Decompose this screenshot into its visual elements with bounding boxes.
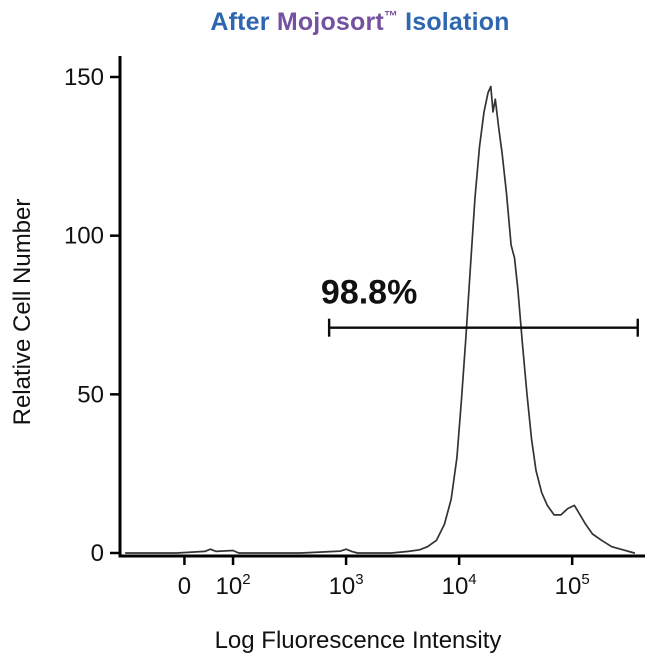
y-tick-label: 50 xyxy=(77,381,104,408)
x-tick-label: 0 xyxy=(178,573,191,600)
gate-label: 98.8% xyxy=(321,274,417,312)
y-tick-label: 100 xyxy=(64,223,104,250)
axes-layer: 0 50 100 150 0 102 103 104 105 xyxy=(64,56,645,600)
x-tick-label: 102 xyxy=(216,571,251,600)
y-tick-label: 150 xyxy=(64,64,104,91)
x-tick-label: 103 xyxy=(329,571,364,600)
chart-title-part: Mojosort xyxy=(276,8,384,36)
chart-title: After Mojosort™ Isolation xyxy=(70,8,650,37)
chart-title-part: After xyxy=(210,8,277,36)
x-axis-label: Log Fluorescence Intensity xyxy=(215,627,502,654)
gate-layer: 98.8% xyxy=(321,274,639,337)
x-tick-label: 104 xyxy=(442,571,477,600)
chart-title-part: Isolation xyxy=(397,8,510,36)
histogram-curve xyxy=(124,85,636,554)
y-axis-label: Relative Cell Number xyxy=(9,199,36,426)
y-tick-label: 0 xyxy=(91,540,104,567)
chart-title-part: ™ xyxy=(383,8,398,24)
curve-layer xyxy=(124,85,636,554)
x-tick-label: 105 xyxy=(555,571,590,600)
